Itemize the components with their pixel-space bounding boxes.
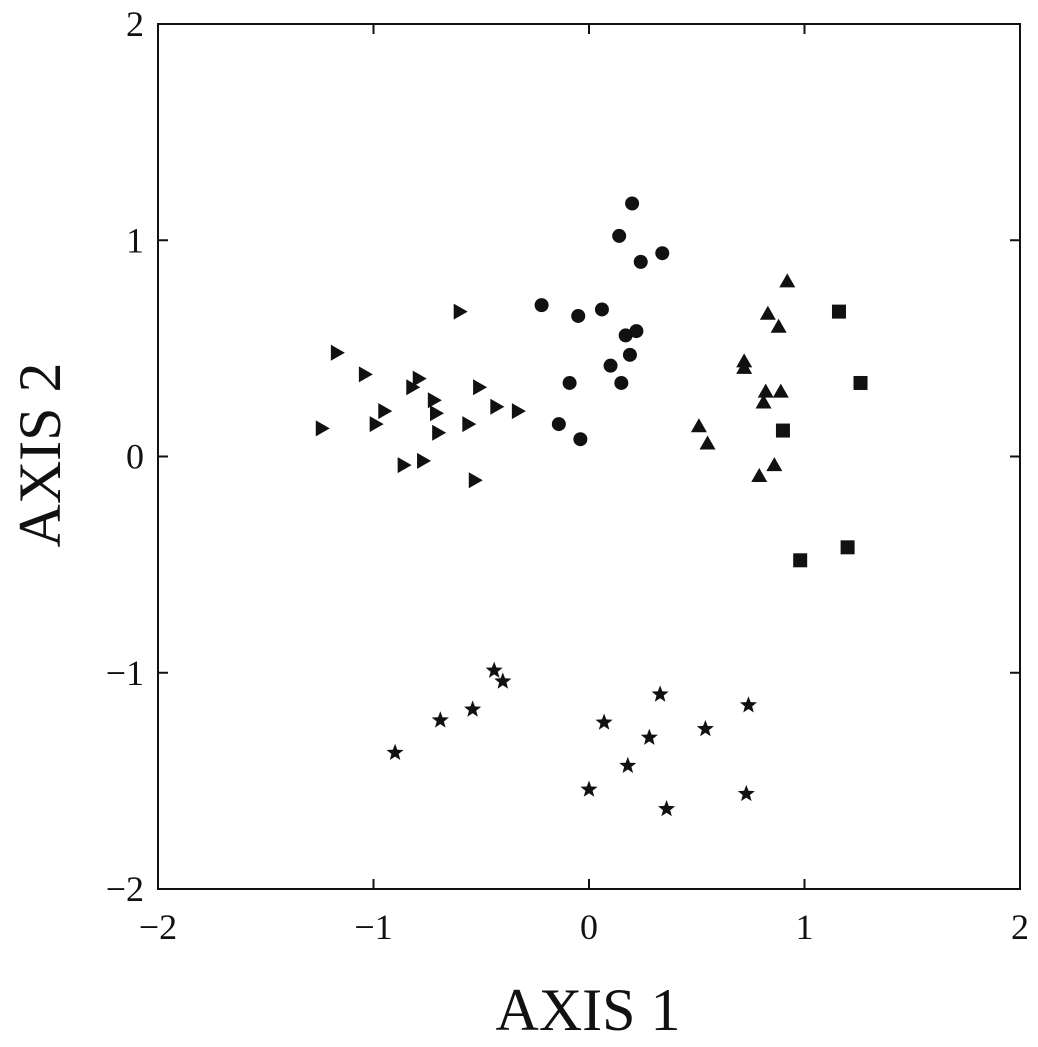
circle-point xyxy=(571,308,586,323)
circle-point xyxy=(629,324,644,339)
star-point xyxy=(386,743,404,760)
triangle-up-point xyxy=(770,318,787,333)
square-point xyxy=(840,540,855,555)
circle-point xyxy=(534,298,549,313)
circle-point xyxy=(573,432,588,447)
triangle-right-point xyxy=(432,424,447,441)
square-point xyxy=(775,423,790,438)
triangle-up-point xyxy=(757,383,774,398)
x-tick-label: 0 xyxy=(580,907,598,947)
star-point xyxy=(580,780,598,797)
star-point xyxy=(696,720,714,737)
triangle-right-point xyxy=(412,370,427,387)
y-tick-label: 2 xyxy=(126,4,144,44)
triangle-right-point xyxy=(468,472,483,489)
circle-point xyxy=(603,358,618,373)
square-point xyxy=(793,553,808,568)
star-point xyxy=(485,661,503,678)
triangle-right-point xyxy=(369,416,384,433)
x-tick-label: 2 xyxy=(1011,907,1029,947)
triangle-right-point xyxy=(397,457,412,474)
triangle-right-point xyxy=(378,403,393,420)
triangle-up-point xyxy=(779,273,796,288)
tick-marks xyxy=(157,23,1021,890)
star-point xyxy=(737,784,755,802)
star-point xyxy=(739,696,757,713)
triangle-right-point xyxy=(511,403,526,420)
x-tick-label: 1 xyxy=(796,907,814,947)
circle-point xyxy=(614,375,629,390)
triangle-up-point xyxy=(766,457,783,472)
triangle-up-point xyxy=(736,353,753,368)
star-point xyxy=(494,672,512,689)
triangle-up-point xyxy=(759,305,776,320)
x-tick-label: −1 xyxy=(354,907,392,947)
y-tick-label: 1 xyxy=(126,220,144,260)
triangle-right-point xyxy=(429,405,444,422)
y-tick-label: −1 xyxy=(106,653,144,693)
triangle-right-point xyxy=(406,379,421,396)
triangle-right-point xyxy=(330,344,345,361)
circle-point xyxy=(622,347,637,362)
circle-point xyxy=(562,375,577,390)
circle-point xyxy=(551,417,566,432)
triangle-right-point xyxy=(315,420,330,437)
triangle-up-point xyxy=(755,394,772,409)
triangle-up-point xyxy=(690,418,707,433)
star-point xyxy=(658,800,676,817)
circle-point xyxy=(618,328,633,343)
triangle-right-point xyxy=(462,416,477,433)
triangle-right-point xyxy=(473,379,488,396)
circle-point xyxy=(594,302,609,317)
square-point xyxy=(853,375,868,390)
y-axis-title: AXIS 2 xyxy=(7,362,73,547)
triangle-up-point xyxy=(772,383,789,398)
triangle-up-point xyxy=(751,467,768,482)
data-points xyxy=(315,196,868,817)
x-tick-label: −2 xyxy=(139,907,177,947)
triangle-right-point xyxy=(417,452,432,469)
circle-point xyxy=(612,228,627,243)
star-point xyxy=(431,711,449,728)
y-tick-label: −2 xyxy=(106,869,144,909)
triangle-right-point xyxy=(427,392,442,409)
star-point xyxy=(619,756,637,773)
y-tick-labels: −2 −1 0 1 2 xyxy=(106,4,144,909)
circle-point xyxy=(625,196,640,211)
plot-frame xyxy=(157,23,1021,890)
star-point xyxy=(640,728,658,745)
triangle-right-point xyxy=(453,303,468,320)
circle-point xyxy=(633,254,648,269)
x-axis-title: AXIS 1 xyxy=(495,977,680,1043)
circle-point xyxy=(655,246,670,261)
x-tick-labels: −2 −1 0 1 2 xyxy=(139,907,1029,947)
triangle-right-point xyxy=(490,398,505,415)
square-point xyxy=(831,304,846,319)
star-point xyxy=(464,700,482,717)
triangle-right-point xyxy=(358,366,373,383)
y-tick-label: 0 xyxy=(126,437,144,477)
star-point xyxy=(651,685,669,702)
star-point xyxy=(595,713,613,730)
triangle-up-point xyxy=(699,435,716,450)
